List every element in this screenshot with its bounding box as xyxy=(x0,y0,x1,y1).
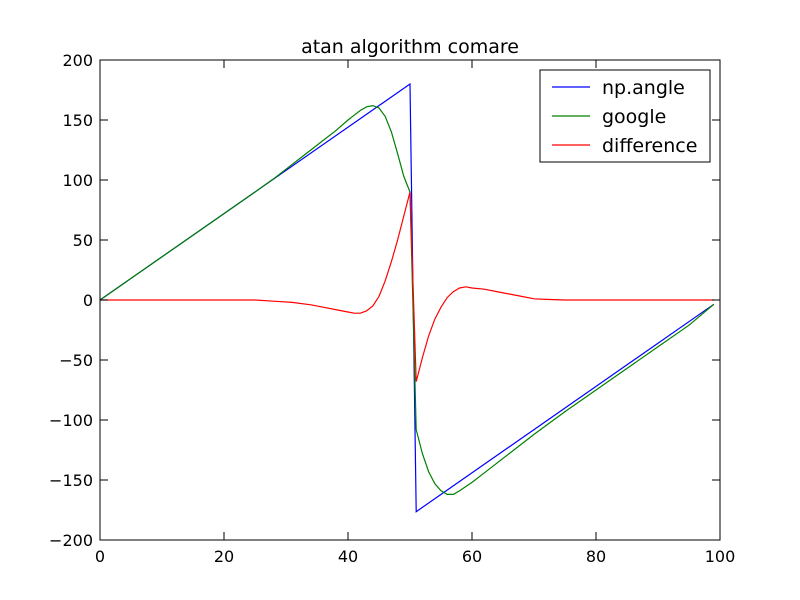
y-tick-label: 200 xyxy=(62,51,93,70)
plot-lines xyxy=(99,82,715,513)
x-tick-label: 80 xyxy=(586,547,606,566)
x-tick-label: 100 xyxy=(705,547,736,566)
series-line-google xyxy=(99,104,715,495)
legend: np.angle google difference xyxy=(539,69,711,163)
x-tick-label: 60 xyxy=(462,547,482,566)
y-tick-label: 150 xyxy=(62,111,93,130)
legend-label: difference xyxy=(602,135,697,157)
x-tick-label: 20 xyxy=(214,547,234,566)
y-tick-label: −50 xyxy=(59,351,93,370)
axis-tick-labels: 0 20 40 60 80 100 200 150 100 50 0 −50 −100 −150 −200 xyxy=(49,51,735,566)
chart-title: atan algorithm comare xyxy=(301,36,519,58)
axis-ticks xyxy=(99,59,721,541)
y-tick-label: 50 xyxy=(73,231,93,250)
y-tick-label: −200 xyxy=(49,531,93,550)
x-tick-label: 40 xyxy=(338,547,358,566)
y-tick-label: 100 xyxy=(62,171,93,190)
legend-label: google xyxy=(602,106,666,128)
x-tick-label: 0 xyxy=(95,547,105,566)
series-line-difference xyxy=(100,191,714,382)
y-tick-label: −150 xyxy=(49,471,93,490)
y-tick-label: −100 xyxy=(49,411,93,430)
legend-label: np.angle xyxy=(602,77,685,99)
y-tick-label: 0 xyxy=(83,291,93,310)
